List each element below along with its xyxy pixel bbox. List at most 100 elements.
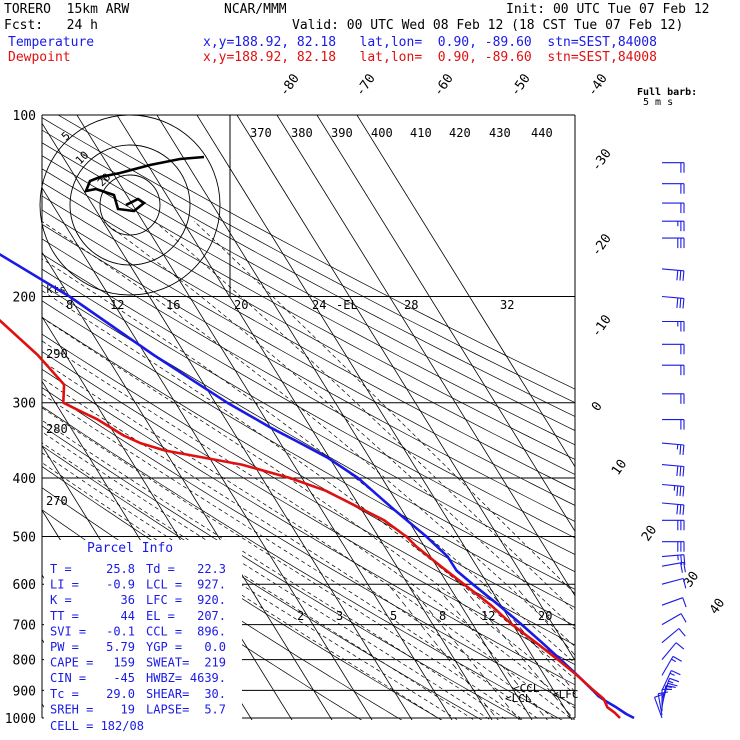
parcel-param-label: LFC = — [146, 593, 182, 607]
parcel-param-label: LCL = — [146, 578, 182, 592]
parcel-param-value: 5.79 — [106, 640, 135, 654]
wind-barb-flag — [669, 672, 675, 676]
pressure-tick-label: 900 — [13, 684, 36, 699]
isotherm-label: 0 — [589, 399, 606, 414]
parcel-param-value: -0.1 — [106, 624, 135, 638]
parcel-cell-info: CELL = 182/08 — [50, 719, 144, 733]
parcel-param-value: 0.0 — [204, 640, 226, 654]
wind-barb-staff — [661, 295, 684, 299]
dewpoint-legend: Dewpoint — [8, 50, 71, 65]
wind-barb — [662, 237, 685, 249]
parcel-param-label: Td = — [146, 562, 175, 576]
moist-adiabat-line — [42, 442, 475, 720]
isotherm-label: 20 — [639, 523, 660, 544]
wind-scale-tick: 12 — [110, 298, 124, 312]
wind-barb-flag — [676, 297, 679, 308]
wind-barb — [661, 464, 685, 477]
mixing-ratio-line — [407, 583, 520, 720]
pressure-tick-label: 600 — [13, 578, 36, 593]
dry-adiabat-line — [42, 129, 575, 417]
dry-adiabat-line — [42, 300, 575, 608]
wind-barb — [662, 419, 685, 430]
dry-adiabat-line — [42, 155, 575, 446]
theta-e-label: 290 — [46, 347, 68, 361]
wind-barb — [662, 343, 685, 355]
wind-scale-tick: 24 — [312, 298, 326, 312]
isotherm-label: -30 — [589, 146, 615, 174]
isotherm-line — [76, 115, 453, 720]
parcel-param-value: 927. — [197, 578, 226, 592]
wind-barb-flag — [667, 682, 678, 687]
wind-barb-flag — [669, 677, 680, 683]
wind-barb-flag — [679, 466, 682, 477]
dry-adiabat-line — [42, 387, 575, 707]
wind-barb-flag — [676, 465, 679, 477]
wind-barb-flag — [682, 597, 687, 608]
parcel-param-value: 22.3 — [197, 562, 226, 576]
hodograph-trace — [83, 155, 205, 213]
wind-barb-staff — [661, 642, 677, 660]
parcel-param-value: 207. — [197, 609, 226, 623]
isotherm-label: -50 — [508, 71, 534, 99]
moist-adiabat-line — [42, 407, 524, 720]
isotherm-line — [156, 115, 533, 720]
mixing-ratio-label: 8 — [439, 609, 446, 623]
wind-barb — [661, 655, 682, 676]
wind-barb-flag — [666, 685, 672, 689]
pressure-tick-label: 200 — [13, 291, 36, 306]
wind-barb-flag — [676, 504, 679, 515]
wind-barb-flag — [672, 655, 682, 662]
wind-barb-staff — [661, 628, 680, 644]
isotherm-line — [236, 115, 575, 662]
parcel-param-label: HWBZ= — [146, 671, 182, 685]
mixing-ratio-line — [513, 583, 575, 656]
wind-barb — [661, 502, 685, 515]
parcel-param-label: Tc = — [50, 687, 79, 701]
hodograph-ring-label: 5 — [59, 129, 73, 143]
forecast-hour: Fcst: 24 h — [4, 18, 98, 33]
wind-barb — [657, 691, 669, 716]
wind-barb — [661, 613, 687, 626]
wind-barb-staff — [661, 597, 683, 606]
dewpoint-station-info: x,y=188.92, 82.18 lat,lon= 0.90, -89.60 … — [203, 50, 657, 65]
dry-adiabat-line — [42, 368, 575, 686]
temperature-legend: Temperature — [8, 35, 95, 50]
wind-barb-flag — [678, 628, 686, 637]
moist-adiabat-line — [42, 378, 557, 720]
dry-adiabat-line — [42, 238, 575, 539]
wind-barb — [661, 561, 686, 573]
pressure-tick-label: 1000 — [5, 712, 36, 727]
wind-barb — [661, 577, 687, 589]
hodograph-ring — [99, 174, 161, 236]
parcel-param-label: K = — [50, 593, 72, 607]
parcel-param-label: SVI = — [50, 624, 86, 638]
theta-label: 440 — [531, 126, 553, 140]
theta-label: 400 — [371, 126, 393, 140]
theta-label: 410 — [410, 126, 432, 140]
wind-barb — [662, 541, 685, 552]
wind-barb-flag — [683, 562, 686, 573]
parcel-param-value: 44 — [121, 609, 135, 623]
mixing-ratio-label: 12 — [481, 609, 495, 623]
wind-barb-staff — [661, 554, 684, 558]
moist-adiabat-line — [193, 220, 575, 595]
parcel-param-value: 5.7 — [204, 702, 226, 716]
full-barb-unit: 5 m s — [643, 97, 673, 108]
parcel-param-label: TT = — [50, 609, 79, 623]
isotherm-line — [276, 115, 575, 597]
wind-barb-flag — [679, 444, 682, 455]
theta-label: 370 — [250, 126, 272, 140]
wind-barb — [661, 670, 681, 691]
dry-adiabat-line — [42, 209, 575, 506]
lcl-label: <LCL — [505, 692, 532, 705]
parcel-param-value: 19 — [121, 702, 135, 716]
wind-barb-flag — [676, 485, 679, 496]
theta-label: 430 — [489, 126, 511, 140]
wind-barb-flag — [682, 466, 685, 477]
dry-adiabat-line — [42, 142, 575, 431]
mixing-ratio-label: 3 — [336, 609, 343, 623]
isotherm-label: 30 — [681, 569, 702, 590]
mixing-ratio-label: 5 — [390, 609, 397, 623]
wind-barb-flag — [671, 658, 677, 663]
dry-adiabat-line — [42, 405, 563, 720]
